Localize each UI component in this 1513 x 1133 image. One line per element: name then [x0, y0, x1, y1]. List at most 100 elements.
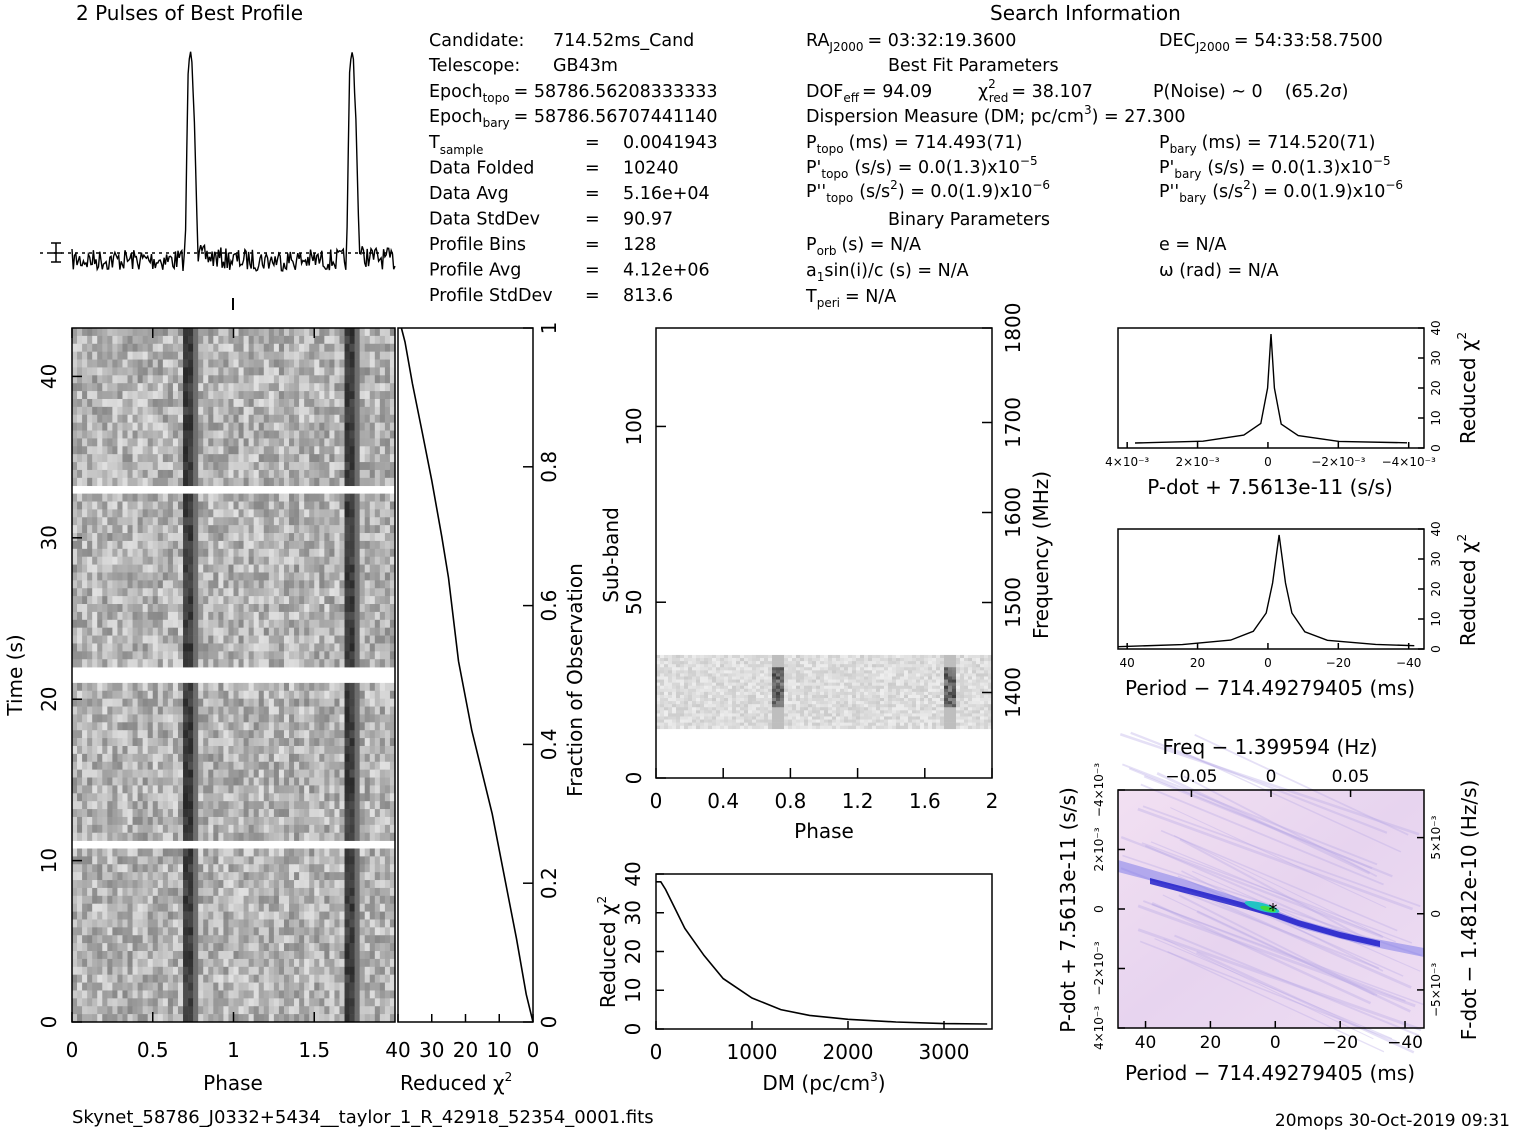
greyscale-cell	[299, 832, 305, 841]
greyscale-cell	[238, 588, 244, 597]
greyscale-cell	[354, 422, 360, 431]
greyscale-cell	[117, 887, 123, 897]
greyscale-cell	[228, 414, 234, 423]
greyscale-cell	[389, 588, 396, 597]
greyscale-cell	[87, 730, 93, 739]
greyscale-cell	[203, 462, 209, 471]
greyscale-cell	[198, 785, 204, 794]
greyscale-cell	[72, 745, 78, 755]
greyscale-cell	[304, 856, 310, 865]
greyscale-cell	[243, 753, 249, 763]
greyscale-cell	[349, 872, 355, 881]
greyscale-cell	[142, 564, 149, 573]
greyscale-cell	[183, 690, 189, 699]
greyscale-cell	[258, 943, 265, 952]
greyscale-cell	[364, 391, 371, 400]
greyscale-cell	[299, 777, 305, 786]
greyscale-cell	[107, 335, 113, 345]
greyscale-cell	[208, 517, 214, 526]
greyscale-cell	[82, 351, 88, 360]
greyscale-cell	[198, 343, 204, 352]
greyscale-cell	[379, 911, 386, 920]
greyscale-cell	[278, 572, 285, 581]
greyscale-cell	[167, 493, 174, 502]
greyscale-cell	[314, 509, 320, 518]
greyscale-cell	[289, 493, 295, 502]
greyscale-cell	[319, 462, 325, 471]
greyscale-cell	[183, 359, 189, 368]
greyscale-cell	[72, 738, 78, 747]
greyscale-cell	[334, 880, 340, 889]
greyscale-cell	[228, 604, 234, 613]
greyscale-cell	[77, 927, 83, 936]
greyscale-cell	[152, 880, 159, 889]
greyscale-cell	[77, 422, 83, 431]
greyscale-cell	[172, 714, 179, 723]
greyscale-cell	[152, 509, 159, 518]
greyscale-cell	[278, 651, 285, 660]
greyscale-cell	[92, 832, 98, 841]
greyscale-cell	[369, 809, 376, 818]
greyscale-cell	[147, 430, 154, 439]
greyscale-cell	[172, 635, 179, 644]
greyscale-cell	[384, 801, 391, 810]
greyscale-cell	[273, 422, 280, 431]
greyscale-cell	[127, 469, 133, 479]
greyscale-cell	[294, 533, 300, 542]
greyscale-cell	[208, 880, 214, 889]
greyscale-cell	[329, 738, 335, 747]
greyscale-cell	[188, 509, 194, 518]
greyscale-cell	[218, 596, 224, 605]
greyscale-cell	[72, 848, 78, 857]
greyscale-cell	[268, 832, 275, 841]
greyscale-cell	[132, 769, 138, 778]
greyscale-cell	[253, 391, 260, 400]
greyscale-cell	[198, 604, 204, 613]
greyscale-cell	[339, 501, 345, 510]
greyscale-cell	[374, 343, 381, 352]
greyscale-cell	[233, 525, 239, 534]
greyscale-cell	[359, 328, 366, 337]
greyscale-cell	[82, 430, 88, 439]
greyscale-cell	[92, 864, 98, 873]
greyscale-cell	[263, 651, 270, 660]
greyscale-cell	[183, 548, 189, 558]
greyscale-cell	[319, 438, 325, 447]
greyscale-cell	[289, 659, 295, 668]
greyscale-cell	[314, 414, 320, 423]
greyscale-cell	[384, 383, 391, 392]
greyscale-cell	[243, 801, 249, 810]
greyscale-cell	[258, 745, 265, 755]
greyscale-cell	[344, 887, 350, 897]
greyscale-cell	[248, 777, 254, 786]
greyscale-cell	[92, 446, 98, 455]
greyscale-cell	[258, 919, 265, 928]
greyscale-cell	[283, 477, 290, 487]
greyscale-cell	[314, 517, 320, 526]
greyscale-cell	[314, 398, 320, 408]
greyscale-cell	[188, 359, 194, 368]
greyscale-cell	[309, 816, 315, 826]
greyscale-cell	[112, 690, 118, 699]
greyscale-cell	[203, 391, 209, 400]
greyscale-cell	[97, 556, 103, 565]
greyscale-cell	[198, 454, 204, 463]
greyscale-cell	[243, 809, 249, 818]
greyscale-cell	[117, 651, 123, 660]
greyscale-cell	[172, 951, 179, 960]
greyscale-cell	[319, 556, 325, 565]
greyscale-cell	[253, 501, 260, 510]
greyscale-cell	[177, 635, 184, 644]
greyscale-cell	[172, 769, 179, 778]
greyscale-cell	[152, 690, 159, 699]
greyscale-cell	[112, 801, 118, 810]
greyscale-cell	[82, 809, 88, 818]
greyscale-cell	[329, 469, 335, 479]
greyscale-cell	[152, 824, 159, 834]
greyscale-cell	[142, 343, 149, 352]
greyscale-cell	[188, 651, 194, 660]
greyscale-cell	[188, 895, 194, 905]
greyscale-cell	[203, 832, 209, 841]
greyscale-cell	[299, 745, 305, 755]
greyscale-cell	[102, 943, 108, 952]
